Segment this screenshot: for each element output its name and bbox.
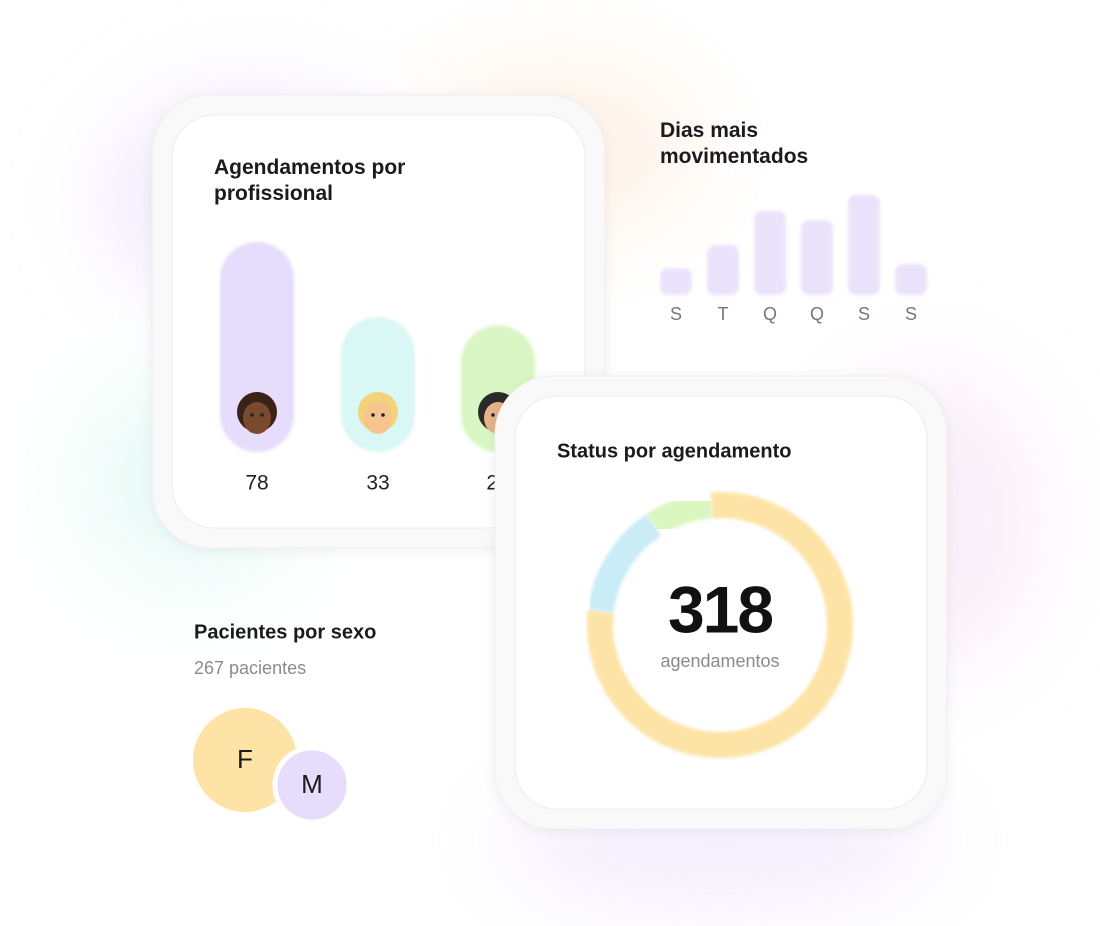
- avatar-eye: [260, 413, 264, 417]
- chart-title: Dias mais movimentados: [660, 119, 809, 168]
- donut-segment: [587, 514, 662, 613]
- donut-segment: [646, 492, 713, 536]
- chart-subtitle: 267 pacientes: [194, 658, 306, 678]
- donut-total: 318: [668, 572, 772, 646]
- bubble: [272, 745, 352, 825]
- title-box: Agendamentos por profissional: [214, 156, 406, 205]
- chart-title: Agendamentos por profissional: [214, 156, 406, 205]
- donut-total-label: agendamentos: [660, 651, 779, 671]
- bar: [801, 220, 833, 295]
- data-label: 33: [366, 472, 389, 495]
- bar: [895, 264, 927, 295]
- avatar-face: [243, 402, 271, 434]
- donut-segment: [587, 492, 853, 758]
- avatar-eye: [250, 413, 254, 417]
- bar: [754, 211, 786, 295]
- title-box: Dias mais movimentados: [660, 119, 809, 168]
- avatar-eye: [381, 413, 385, 417]
- bar: [660, 268, 692, 295]
- x-tick-label: T: [718, 304, 729, 324]
- x-tick-label: Q: [763, 304, 777, 324]
- bar: [220, 241, 294, 452]
- sex-chart: Pacientes por sexo 267 pacientes F M: [192, 621, 376, 825]
- bubble: [192, 707, 298, 813]
- x-tick-label: S: [670, 304, 682, 324]
- x-tick-label: Q: [810, 304, 824, 324]
- bubble-label: M: [301, 769, 323, 799]
- weekday-chart: Dias mais movimentados S T Q Q S S: [660, 119, 927, 324]
- chart-title: Status por agendamento: [557, 440, 791, 462]
- bar: [707, 245, 739, 295]
- avatar-face: [364, 402, 392, 434]
- chart-title: Pacientes por sexo: [194, 621, 376, 643]
- x-tick-label: S: [858, 304, 870, 324]
- status-card: Status por agendamento 318 agendamentos: [494, 375, 948, 830]
- avatar-eye: [491, 413, 495, 417]
- data-label: 78: [245, 472, 268, 495]
- x-tick-label: S: [905, 304, 917, 324]
- avatar-eye: [371, 413, 375, 417]
- bubble-label: F: [237, 744, 253, 774]
- bar: [848, 195, 880, 295]
- professional-card: Agendamentos por profissional 783328: [151, 94, 606, 549]
